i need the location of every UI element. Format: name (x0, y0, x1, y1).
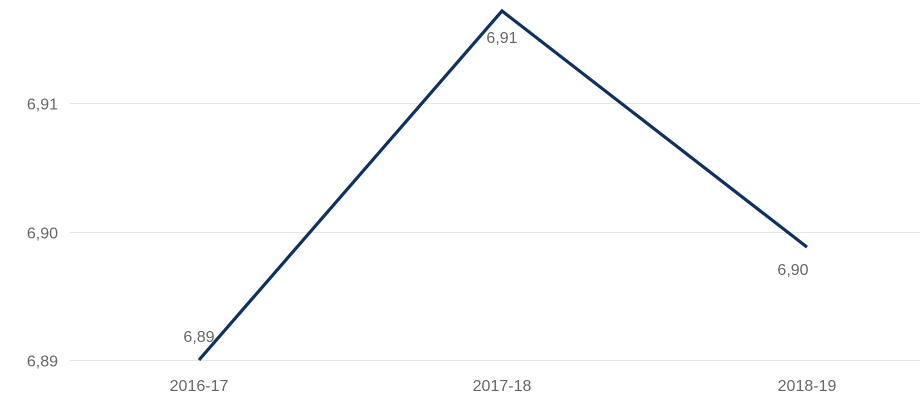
data-labels: 6,89 6,91 6,90 (183, 30, 808, 346)
data-label: 6,91 (486, 30, 517, 47)
series-line (197, 8, 808, 362)
x-tick-label: 2017-18 (473, 378, 532, 395)
y-tick-label: 6,91 (27, 97, 58, 114)
gridlines (70, 103, 920, 361)
data-label: 6,89 (183, 329, 214, 346)
data-label: 6,90 (777, 262, 808, 279)
y-tick-label: 6,89 (27, 354, 58, 371)
x-tick-label: 2018-19 (778, 378, 837, 395)
series-lines (197, 8, 808, 362)
x-axis-tick-labels: 2016-17 2017-18 2018-19 (170, 378, 837, 395)
y-tick-label: 6,90 (27, 226, 58, 243)
y-axis-tick-labels: 6,89 6,90 6,91 (27, 97, 58, 371)
x-tick-label: 2016-17 (170, 378, 229, 395)
